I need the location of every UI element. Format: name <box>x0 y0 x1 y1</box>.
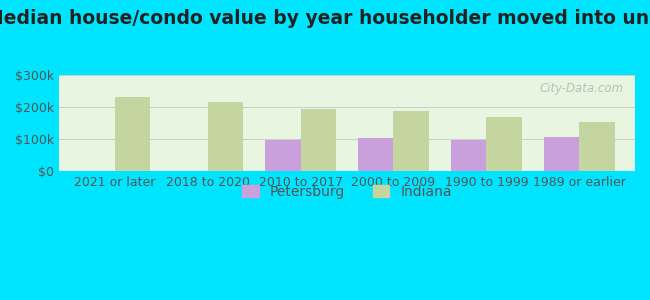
Bar <box>207 102 243 171</box>
Bar <box>300 109 336 171</box>
Legend: Petersburg, Indiana: Petersburg, Indiana <box>237 179 458 204</box>
Bar <box>115 97 150 171</box>
Bar <box>451 140 486 171</box>
Bar <box>579 122 614 171</box>
Bar <box>486 117 522 171</box>
Text: Median house/condo value by year householder moved into unit: Median house/condo value by year househo… <box>0 9 650 28</box>
Bar <box>358 138 393 171</box>
Bar <box>265 140 300 171</box>
Text: City-Data.com: City-Data.com <box>540 82 623 95</box>
Bar <box>544 137 579 171</box>
Bar <box>393 111 429 171</box>
